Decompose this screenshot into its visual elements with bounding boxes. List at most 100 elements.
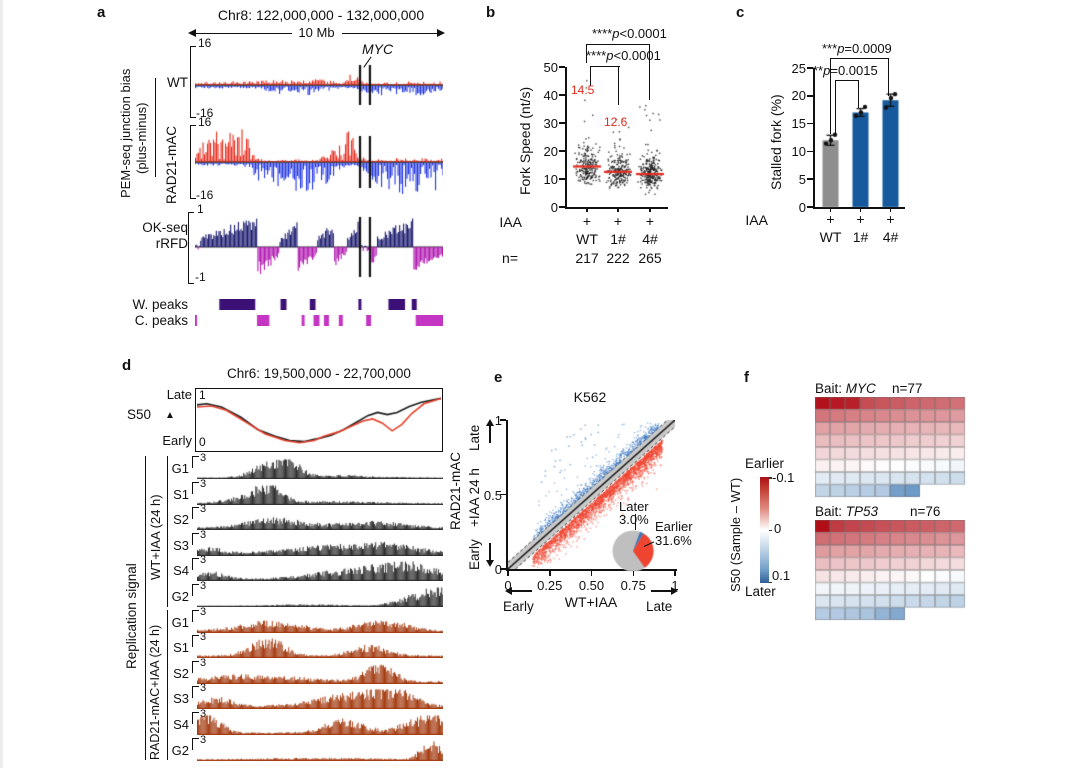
d-track-scale-bracket xyxy=(192,456,199,468)
stalled-fork-bars-canvas xyxy=(814,60,909,208)
f-colorbar xyxy=(760,477,769,583)
b-ytick-label: 50 xyxy=(543,59,558,75)
d-late-label: Late xyxy=(166,387,192,402)
b-pvalue-top-p: p xyxy=(612,26,620,41)
pie-later-pct: 3.0% xyxy=(619,512,649,527)
f-myc-bait-prefix: Bait: xyxy=(815,381,846,396)
e-x-axis xyxy=(506,569,677,571)
b-group-tick-mark xyxy=(586,208,588,212)
c-iaa-label: IAA xyxy=(745,212,768,228)
d-track-label: S4 xyxy=(173,563,189,579)
crick-peaks-label: C. peaks xyxy=(134,313,188,328)
d-track-label: S1 xyxy=(173,640,189,656)
okseq-axis-bracket xyxy=(188,212,194,284)
d-wt-group-bracket xyxy=(167,456,169,607)
b-group-tick-mark xyxy=(617,208,619,212)
b-group-label: WT xyxy=(576,231,598,247)
e-ytick-mark xyxy=(500,568,506,570)
f-tp53-title: Bait: TP53 xyxy=(815,504,878,520)
c-iaa-plus: + xyxy=(856,211,865,227)
d-track-label: G2 xyxy=(171,742,189,758)
pie-earlier-label: Earlier xyxy=(655,519,693,534)
e-xtick-mark xyxy=(549,571,551,576)
d-track-label: G1 xyxy=(171,461,189,476)
c-ytick-label: 20 xyxy=(791,88,806,104)
d-track-scale-bracket xyxy=(192,737,199,750)
e-right-arrowhead-icon xyxy=(671,587,678,595)
d-track-label: G1 xyxy=(171,614,189,630)
okseq-label-line2: rRFD xyxy=(155,236,188,251)
f-tick-bottom: 0.1 xyxy=(772,568,791,583)
e-xtick-label: 0.25 xyxy=(537,578,563,593)
c-iaa-plus: + xyxy=(886,211,895,227)
d-replication-track-canvas xyxy=(197,714,443,735)
d-replication-track-canvas xyxy=(197,560,443,582)
panel-a-label: a xyxy=(97,4,106,21)
b-iaa-plus: + xyxy=(582,213,592,229)
d-s50-plot-box xyxy=(195,388,443,452)
c-iaa-plus: + xyxy=(826,211,835,227)
fork-speed-jitter-canvas xyxy=(564,60,676,207)
e-xtick-label: 0.50 xyxy=(578,578,605,593)
e-xtick-label: 0.75 xyxy=(620,578,646,593)
f-colorbar-tick-mark xyxy=(769,581,772,583)
d-track-label: S2 xyxy=(173,665,189,681)
c-ytick-label: 0 xyxy=(798,199,806,215)
c-group-label: 1# xyxy=(852,229,869,245)
c-group-label: 4# xyxy=(882,229,899,245)
e-up-arrowhead-icon xyxy=(485,419,494,426)
b-iaa-plus: + xyxy=(645,213,655,229)
c-ytick-label: 15 xyxy=(791,116,806,132)
okseq-rrfd-track-canvas xyxy=(195,208,443,286)
e-x-early-label: Early xyxy=(503,599,534,614)
e-ytick-label: 0 xyxy=(494,562,502,577)
b-group-label: 4# xyxy=(642,231,658,247)
rad21-junction-track-canvas xyxy=(195,123,443,200)
b-x-axis xyxy=(565,207,668,209)
e-down-arrowhead-icon xyxy=(485,560,494,567)
e-ytick-mark xyxy=(500,419,506,421)
e-x-late-label: Late xyxy=(646,599,673,614)
d-replication-track-canvas xyxy=(197,637,443,659)
myc-gene-label: MYC xyxy=(362,41,394,57)
e-late-arrow-line xyxy=(489,425,491,443)
d-track-scale-bracket xyxy=(192,532,199,545)
d-replication-track-canvas xyxy=(197,509,443,531)
b-n-value: 265 xyxy=(638,250,662,266)
d-track-label: S2 xyxy=(173,512,189,528)
f-tick-top: -0.1 xyxy=(772,470,795,485)
b-n-value: 217 xyxy=(575,250,599,266)
e-xtick-mark xyxy=(507,571,509,576)
pem-seq-bracket-line xyxy=(155,78,157,177)
b-iaa-label: IAA xyxy=(499,214,522,230)
d-track-scale-bracket xyxy=(192,481,199,494)
pie-later-label: Later xyxy=(619,499,649,514)
c-ytick-mark xyxy=(807,150,813,153)
d-rad21-group-bracket xyxy=(167,610,169,760)
b-median-label-1: 12.6 xyxy=(604,115,628,129)
panel-f-label: f xyxy=(744,369,749,386)
c-ytick-label: 10 xyxy=(791,143,806,159)
c-pvalue-top-value: =0.0009 xyxy=(844,41,892,56)
wt-track-ymax: 16 xyxy=(198,36,212,50)
e-early-arrow-line xyxy=(489,543,491,561)
rad21-track-axis-bracket xyxy=(190,125,196,199)
e-x-axis-label: WT+IAA xyxy=(564,594,618,610)
f-myc-gene: MYC xyxy=(845,381,876,396)
c-group-label: WT xyxy=(819,229,842,245)
s50-curves-canvas xyxy=(197,390,441,450)
b-ytick-label: 30 xyxy=(543,115,558,131)
f-myc-n: n=77 xyxy=(892,381,923,396)
d-replication-signal-bracket xyxy=(145,456,147,760)
d-track-label: G2 xyxy=(171,589,189,604)
panel-b-label: b xyxy=(486,4,496,21)
d-track-scale-bracket xyxy=(192,635,199,648)
e-xtick-label: 0 xyxy=(504,578,512,593)
c-group-tick-mark xyxy=(889,208,892,212)
b-iaa-plus: + xyxy=(613,213,623,229)
c-sig-bracket-top xyxy=(830,58,889,60)
c-ytick-mark xyxy=(807,206,813,208)
d-s50-label: S50 xyxy=(127,407,152,422)
b-ytick-mark xyxy=(559,206,565,208)
